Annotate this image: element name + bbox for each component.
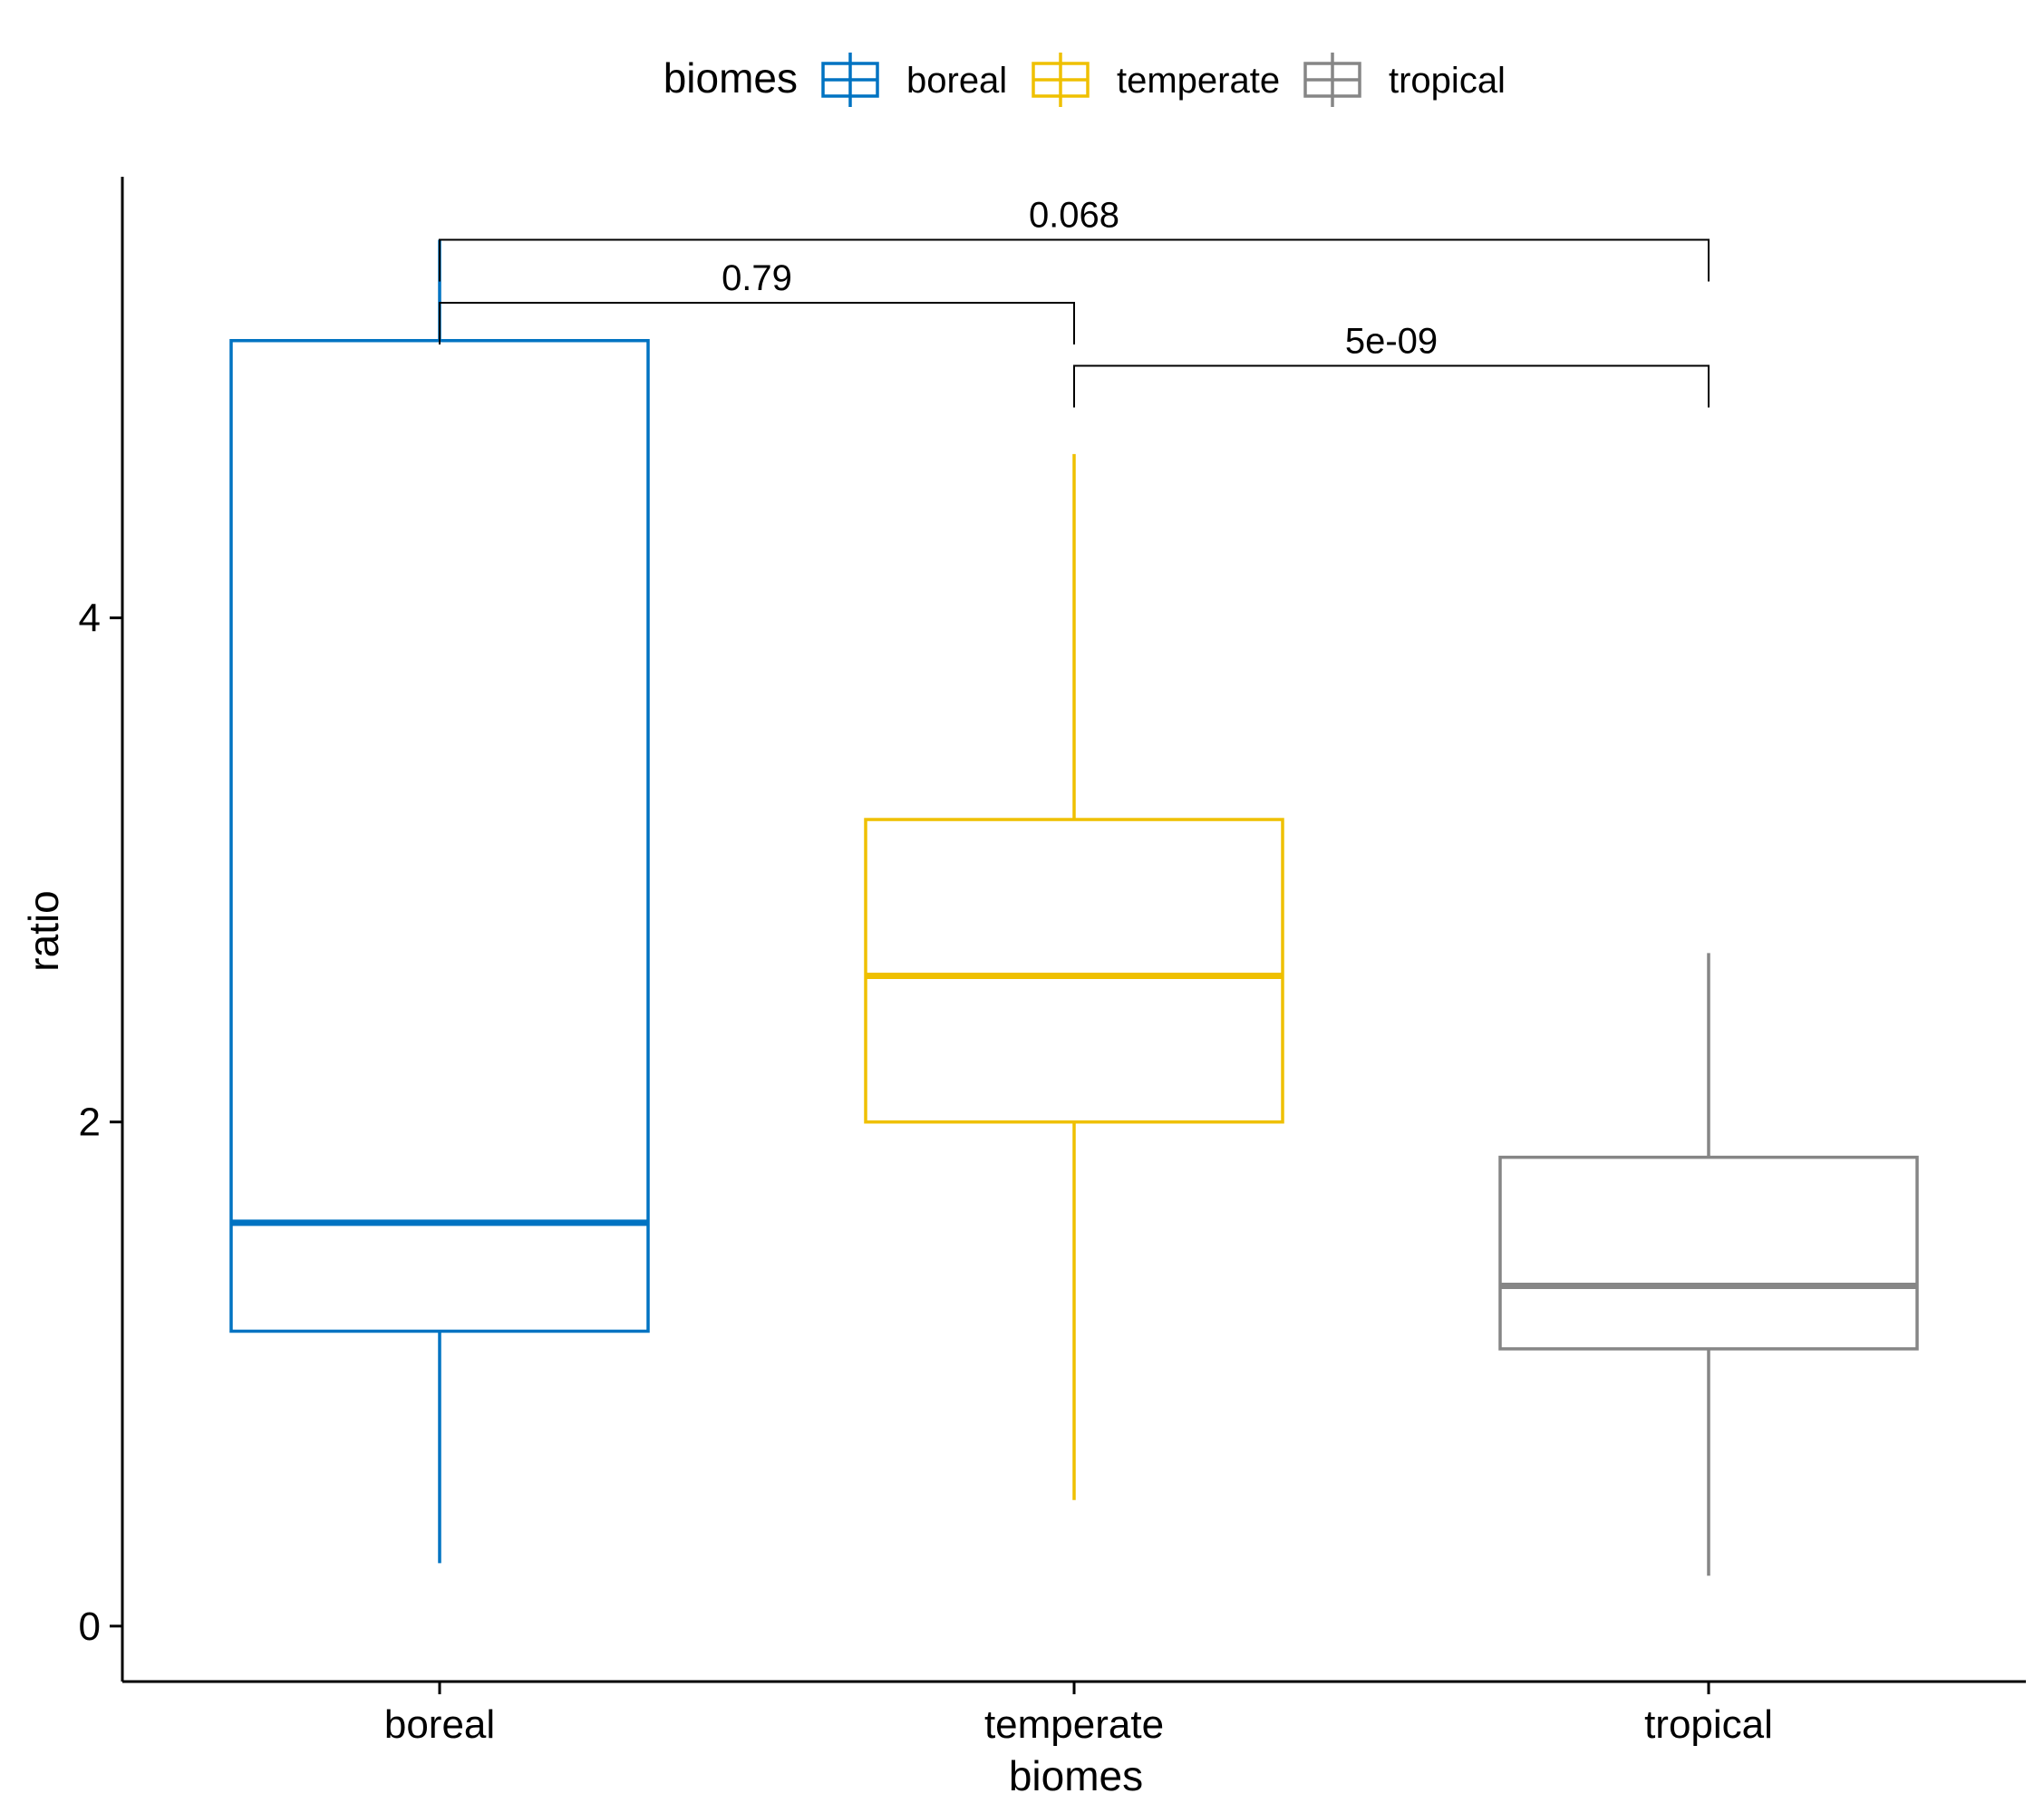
comparison-temperate-tropical: 5e-09 [1073, 322, 1710, 408]
bracket-boreal-temperate [439, 302, 1075, 345]
box-temperate [864, 453, 1284, 1500]
iqr-box-boreal [229, 338, 650, 1333]
x-tick-label: boreal [384, 1702, 495, 1747]
y-tick-label: 0 [79, 1605, 101, 1649]
plot-area: 0.068 0.79 5e-09 [229, 196, 1919, 1576]
iqr-box-temperate [864, 818, 1284, 1124]
comparison-boreal-temperate: 0.79 [439, 258, 1075, 345]
y-tick-label: 4 [79, 596, 101, 641]
bracket-temperate-tropical [1073, 364, 1710, 408]
x-axis-title: biomes [1009, 1752, 1143, 1799]
x-tick-label: tropical [1644, 1702, 1773, 1747]
axes: 0 2 4 boreal temperate tropical [79, 177, 2026, 1747]
p-value-label: 5e-09 [1345, 322, 1438, 362]
legend-key-temperate [1032, 53, 1090, 107]
legend-title: biomes [664, 54, 798, 102]
legend-entry-temperate: temperate [1032, 53, 1280, 107]
x-tick-label: temperate [984, 1702, 1164, 1747]
box-tropical [1498, 953, 1919, 1576]
p-value-label: 0.79 [722, 258, 792, 298]
legend-key-tropical [1303, 53, 1361, 107]
legend-label-boreal: boreal [906, 61, 1007, 101]
legend-label-tropical: tropical [1389, 61, 1506, 101]
bracket-boreal-tropical [439, 238, 1710, 282]
p-value-label: 0.068 [1029, 196, 1119, 236]
legend-key-boreal [821, 53, 879, 107]
comparison-boreal-tropical: 0.068 [439, 196, 1710, 282]
legend-entry-tropical: tropical [1303, 53, 1506, 107]
box-boreal [229, 239, 650, 1564]
legend-entry-boreal: boreal [821, 53, 1007, 107]
y-tick-label: 2 [79, 1100, 101, 1145]
y-axis-title: ratio [20, 890, 67, 971]
iqr-box-tropical [1498, 1155, 1919, 1351]
legend: biomes boreal temperate tropical [664, 53, 1506, 107]
legend-label-temperate: temperate [1117, 61, 1280, 101]
